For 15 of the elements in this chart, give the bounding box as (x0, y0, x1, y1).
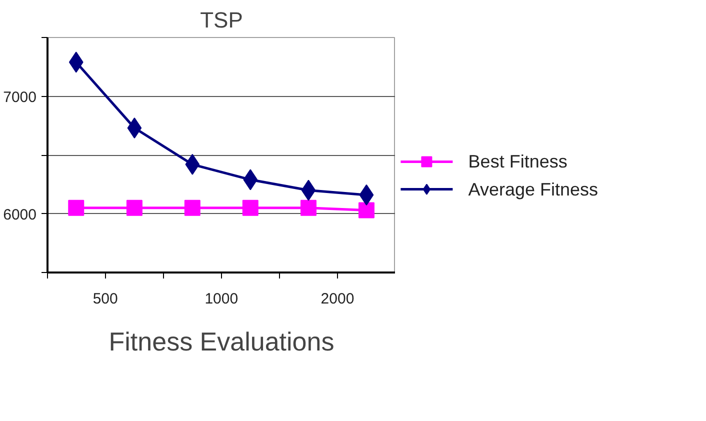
legend-label: Average Fitness (468, 179, 598, 200)
x-tick-label: 500 (92, 290, 118, 308)
point (126, 200, 142, 216)
point (358, 202, 374, 218)
y-tick-label: 6000 (3, 206, 37, 224)
chart-title: TSP (200, 8, 243, 32)
point (242, 200, 258, 216)
point (300, 200, 316, 216)
x-tick-label: 2000 (320, 290, 354, 308)
x-tick-label: 1000 (204, 290, 238, 308)
point (68, 200, 84, 216)
legend-label: Best Fitness (468, 152, 568, 172)
point (184, 200, 200, 216)
x-axis-title: Fitness Evaluations (108, 326, 334, 356)
y-tick-label: 7000 (3, 88, 37, 106)
